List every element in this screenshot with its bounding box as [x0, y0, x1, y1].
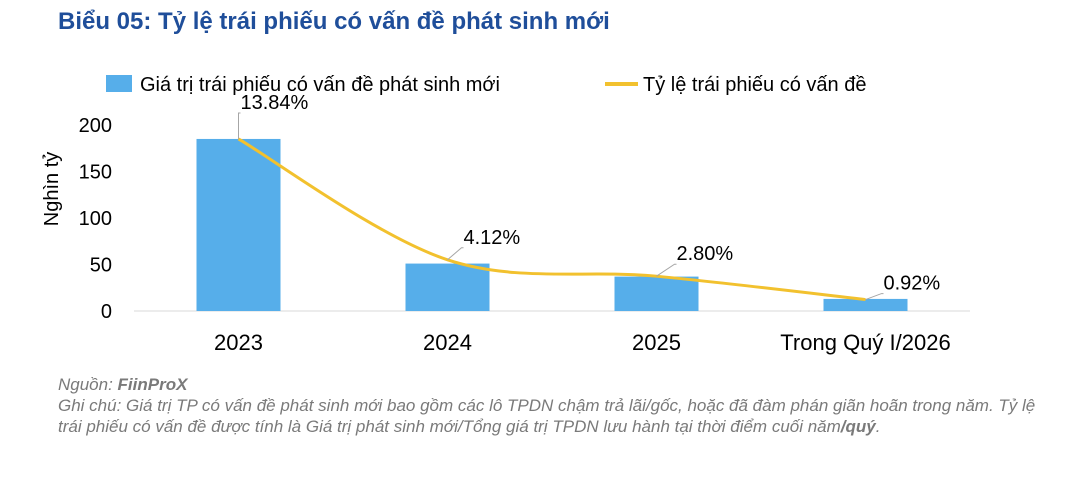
x-tick-label: 2024: [423, 330, 472, 355]
x-tick-label: 2023: [214, 330, 263, 355]
y-axis-label: Nghìn tỷ: [41, 152, 63, 226]
ratio-leader-line: [238, 112, 241, 139]
bond-chart: Giá trị trái phiếu có vấn đề phát sinh m…: [41, 74, 970, 355]
bars: [196, 138, 908, 311]
ratio-line: [237, 137, 866, 302]
ratio-data-label: 2.80%: [677, 243, 734, 265]
source-line: Nguồn: FiinProX: [58, 374, 1048, 395]
chart-title: Biểu 05: Tỷ lệ trái phiếu có vấn đề phát…: [58, 8, 610, 35]
legend-line-label: Tỷ lệ trái phiếu có vấn đề: [643, 74, 866, 96]
ratio-data-label: 13.84%: [241, 92, 309, 114]
y-tick-label: 50: [90, 255, 112, 277]
note-text: Ghi chú: Giá trị TP có vấn đề phát sinh …: [58, 396, 1036, 436]
y-tick-label: 100: [79, 208, 112, 230]
ratio-labels: 13.84% 4.12% 2.80% 0.92%: [238, 92, 941, 301]
legend-bar-label: Giá trị trái phiếu có vấn đề phát sinh m…: [140, 74, 500, 96]
x-tick-label: 2025: [632, 330, 681, 355]
y-tick-label: 200: [79, 115, 112, 137]
notes: Nguồn: FiinProX Ghi chú: Giá trị TP có v…: [58, 374, 1048, 437]
note-line: Ghi chú: Giá trị TP có vấn đề phát sinh …: [58, 395, 1048, 437]
legend: Giá trị trái phiếu có vấn đề phát sinh m…: [106, 74, 866, 96]
x-axis-labels: 2023 2024 2025 Trong Quý I/2026: [214, 330, 951, 355]
note-bold: /quý: [840, 417, 876, 436]
source-name: FiinProX: [117, 375, 188, 394]
y-axis: 0 50 100 150 200: [79, 115, 112, 323]
source-prefix: Nguồn:: [58, 375, 118, 394]
ratio-leader-line: [656, 263, 677, 277]
ratio-leader-line: [865, 293, 884, 301]
ratio-data-label: 4.12%: [464, 227, 521, 249]
bar: [405, 263, 490, 311]
bar: [614, 276, 699, 311]
y-tick-label: 150: [79, 162, 112, 184]
legend-bar-swatch: [106, 75, 132, 92]
x-tick-label: Trong Quý I/2026: [780, 330, 950, 355]
ratio-leader-line: [447, 247, 464, 261]
ratio-data-label: 0.92%: [884, 273, 941, 295]
y-tick-label: 0: [101, 301, 112, 323]
note-end: .: [875, 417, 881, 436]
bar: [196, 138, 281, 311]
bar: [823, 298, 908, 311]
